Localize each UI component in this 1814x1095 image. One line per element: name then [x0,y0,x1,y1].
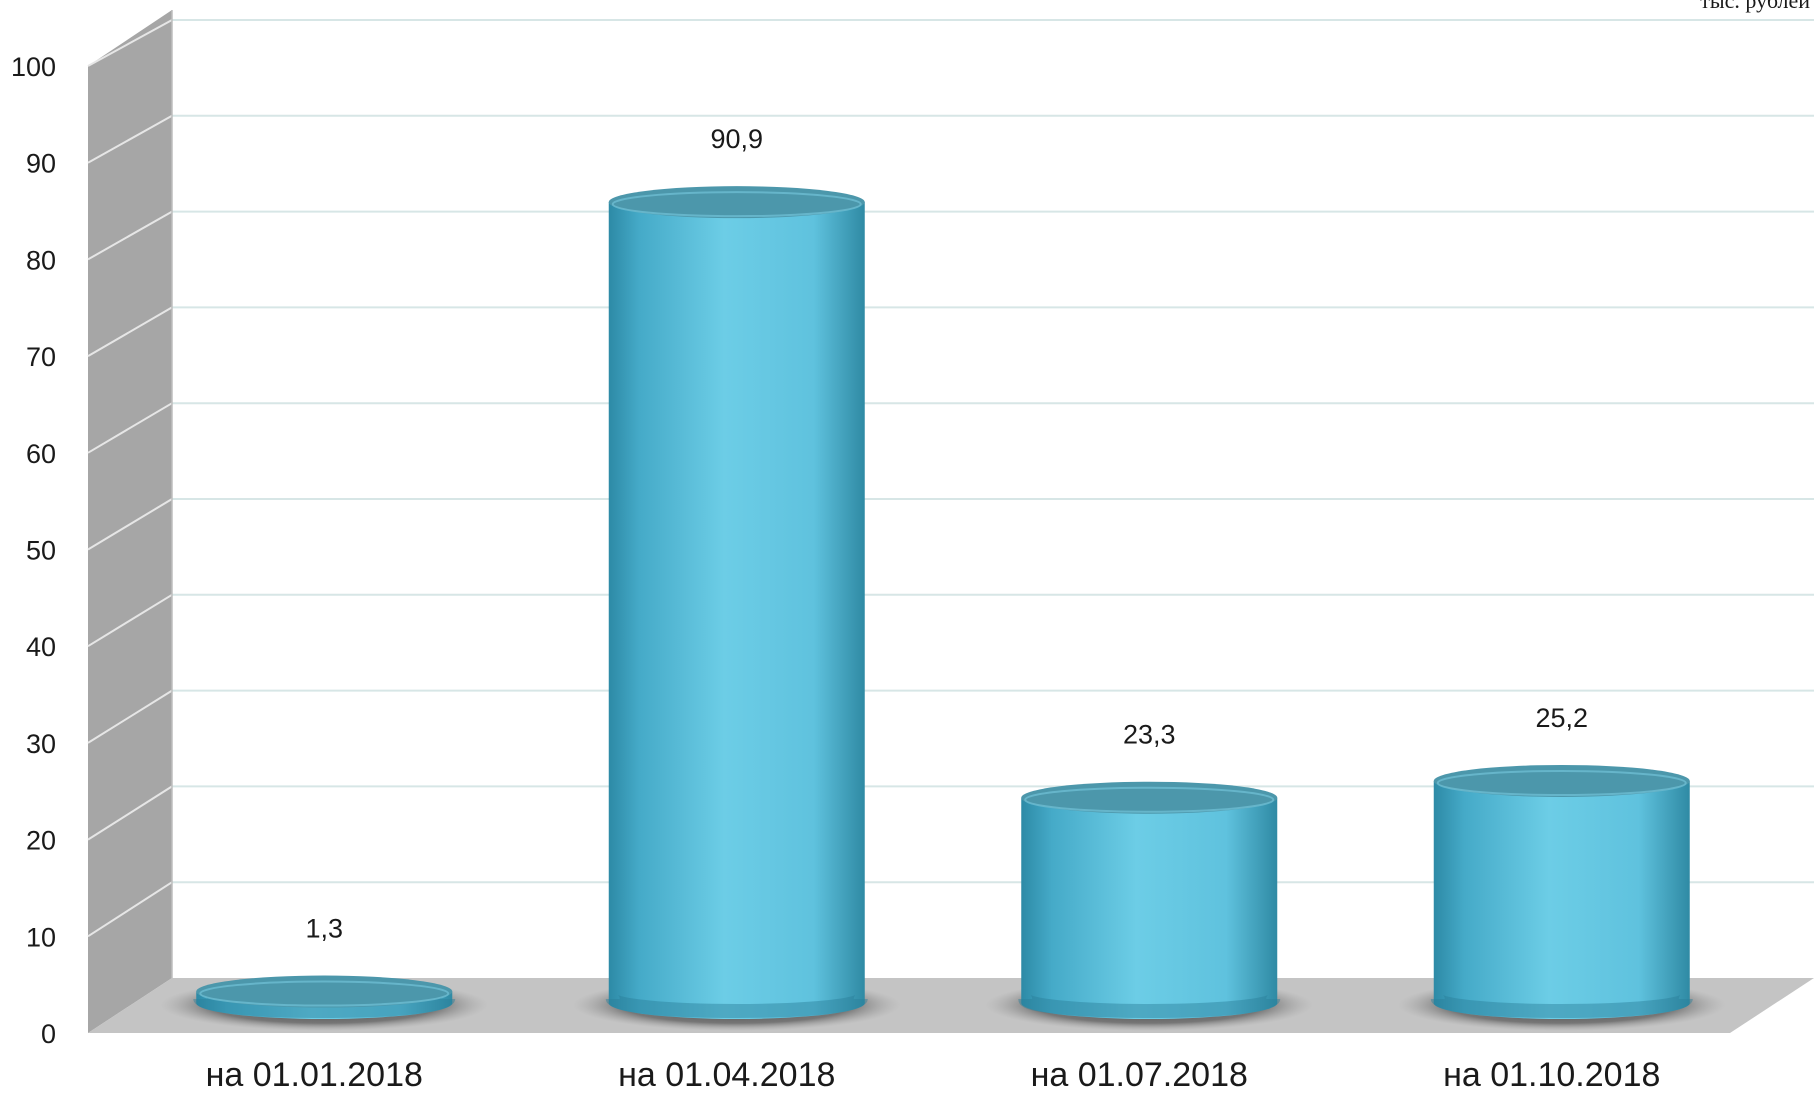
gridline-diag-100 [87,19,173,67]
bar-top-rim [611,191,862,218]
gridline-diag-20 [87,785,173,841]
data-label: 25,2 [1535,703,1588,733]
gridline-diag-50 [87,498,173,551]
y-tick-label: 50 [26,536,56,566]
bar-base-shade [1430,994,1693,1018]
bars [160,186,1726,1031]
bar-base-shade [1018,994,1281,1018]
bar-3 [985,781,1314,1031]
gridline-diag-40 [87,593,173,648]
y-tick-label: 0 [41,1019,56,1049]
gridlines [87,10,1814,978]
y-tick-label: 30 [26,729,56,759]
x-category-label: на 01.07.2018 [1031,1056,1248,1094]
unit-note: тыс. рублей [1700,0,1810,13]
bar-4 [1397,764,1726,1031]
bar-top-rim [1436,769,1687,796]
data-label: 23,3 [1123,720,1176,750]
bar-body [1433,780,1690,1019]
y-tick-label: 100 [11,52,56,82]
x-category-label: на 01.01.2018 [206,1056,423,1094]
y-tick-label: 40 [26,632,56,662]
y-tick-label: 80 [26,245,56,275]
y-tick-label: 10 [26,922,56,952]
gridline-diag-80 [87,210,173,261]
bar-base-shade [605,994,868,1018]
x-category-label: на 01.04.2018 [618,1056,835,1094]
y-tick-label: 70 [26,342,56,372]
x-category-label: на 01.10.2018 [1443,1056,1660,1094]
bar-base-shade [193,994,456,1018]
bar-top-rim [1024,786,1275,813]
bar-2 [572,186,901,1031]
chart-walls [88,10,1814,1033]
gridline-diag-10 [87,881,173,938]
y-tick-label: 20 [26,826,56,856]
bar-body [1021,797,1278,1019]
x-axis-categories: на 01.01.2018 на 01.04.2018 на 01.07.2018 н… [206,1056,1661,1094]
y-tick-label: 60 [26,439,56,469]
gridline-diag-70 [87,306,173,357]
data-label: 90,9 [710,124,763,154]
gridline-diag-30 [87,689,173,744]
y-tick-label: 90 [26,149,56,179]
gridline-diag-60 [87,402,173,454]
bar-1 [160,975,489,1031]
bar-top-rim [199,980,450,1007]
data-labels: 1,3 90,9 23,3 25,2 [305,124,1588,943]
y-axis-ticks: 0 10 20 30 40 50 60 70 80 90 100 [11,52,56,1049]
side-wall [88,10,172,1033]
data-label: 1,3 [305,914,343,944]
gridline-diag-90 [87,114,173,164]
bar-body [608,202,865,1019]
floor [88,978,1814,1033]
